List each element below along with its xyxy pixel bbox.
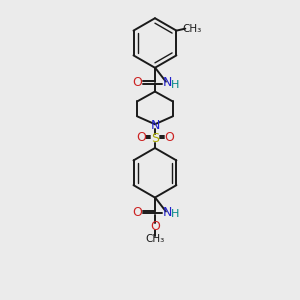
Text: O: O [150,220,160,233]
Text: O: O [136,130,146,144]
Text: O: O [132,206,142,219]
Text: CH₃: CH₃ [183,24,202,34]
Text: S: S [151,132,159,145]
Text: N: N [150,119,160,132]
Text: O: O [164,130,174,144]
Text: CH₃: CH₃ [145,234,165,244]
Text: H: H [171,209,179,219]
Text: O: O [132,76,142,89]
Text: N: N [163,206,172,219]
Text: H: H [171,80,179,90]
Text: N: N [163,76,172,89]
